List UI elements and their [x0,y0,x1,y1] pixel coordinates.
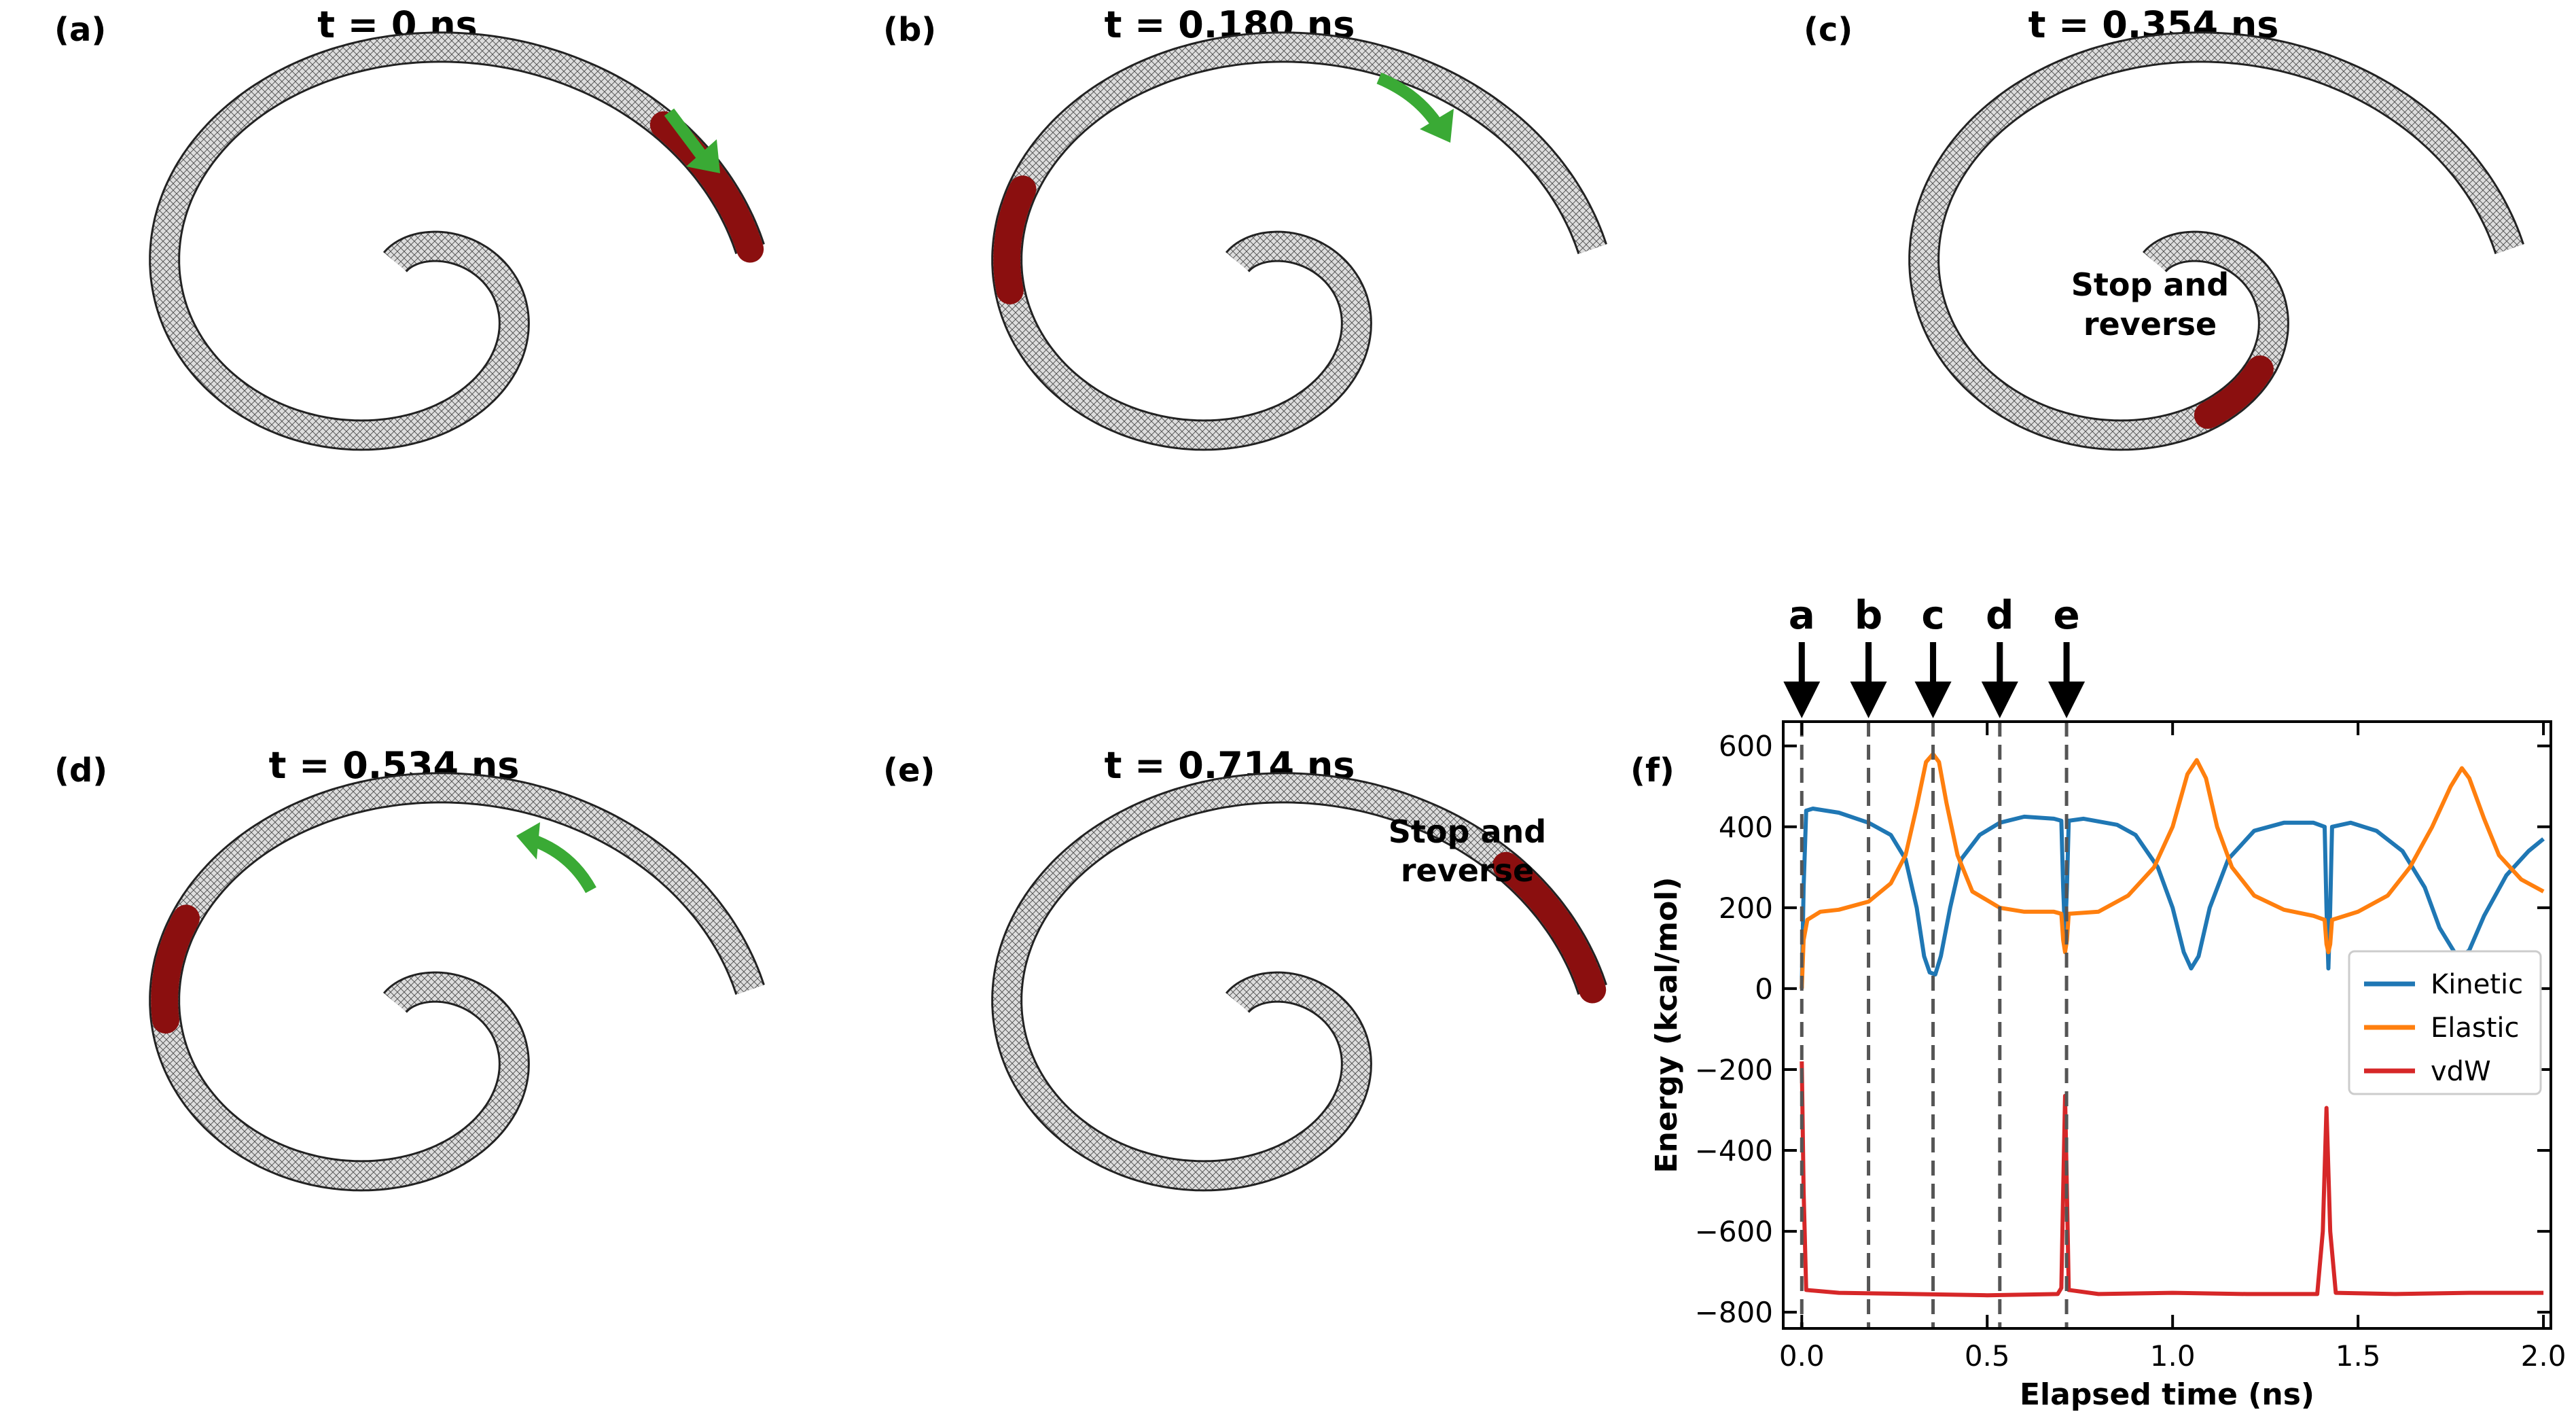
x-tick-label: 1.5 [2336,1339,2381,1373]
plot-frame [1782,720,2552,1330]
spiral-c [1908,31,2524,451]
moving-segment [649,111,764,263]
x-tick-label: 2.0 [2521,1339,2566,1373]
series-group [1800,752,2545,1298]
nanotube-mesh [993,774,1606,1190]
energy-chart: a b c d e 0.0 0.5 1.0 1.5 2.0 600 400 200 0 −200 −400 −6… [1649,592,2566,1412]
y-tick-label: −200 [1695,1053,1773,1087]
legend-label-elastic: Elastic [2431,1012,2520,1044]
moving-segment [1492,851,1607,1004]
series-line-vdw [1800,1061,2544,1298]
nanotube-mesh [993,33,1606,449]
arrowhead-icon [516,822,540,860]
spiral-b [991,31,1607,451]
marker-label-c: c [1921,592,1944,638]
panel-a-label: (a) [54,11,106,49]
moving-segment [151,904,200,1034]
y-tick-label: 400 [1719,811,1773,844]
y-tick-label: −600 [1695,1215,1773,1248]
legend-box [2348,950,2542,1095]
y-tick-label: 200 [1719,892,1773,925]
panel-e: (e) t = 0.714 ns Stop and reverse [883,744,1607,1192]
x-axis-label: Elapsed time (ns) [2020,1377,2314,1412]
spiral-d [149,772,765,1192]
legend-label-kinetic: Kinetic [2431,969,2523,1000]
stop-reverse-line2: reverse [2083,306,2217,342]
panel-d-label: (d) [54,752,107,790]
y-tick-label: 0 [1755,972,1773,1006]
x-tick-label: 1.0 [2150,1339,2196,1373]
series-line-elastic [1800,752,2545,989]
arrowhead-icon [1420,109,1454,143]
spiral-a [149,31,765,451]
nanotube-mesh [151,33,764,449]
panel-a: (a) t = 0 ns [54,3,765,451]
marker-label-d: d [1986,592,2014,638]
spiral-e [991,772,1607,1192]
panel-f-label: (f) [1630,752,1675,790]
direction-arrow-icon [528,833,596,894]
panel-c-label: (c) [1804,11,1853,49]
marker-label-a: a [1789,592,1815,638]
panel-d: (d) t = 0.534 ns [54,744,765,1192]
stop-reverse-line1: Stop and [1389,813,1546,850]
panel-b: (b) t = 0.180 ns [883,3,1607,451]
nanotube-shade [151,774,764,1190]
nanotube-mesh [1910,33,2523,449]
x-tick-label: 0.0 [1779,1339,1825,1373]
nanotube-shade [993,774,1606,1190]
y-tick-label: −400 [1695,1134,1773,1167]
stop-reverse-line1: Stop and [2071,266,2229,303]
panel-e-label: (e) [883,752,935,790]
stop-reverse-line2: reverse [1401,852,1534,889]
y-tick-label: −800 [1695,1296,1773,1329]
nanotube-shade [993,33,1606,449]
y-axis-label: Energy (kcal/mol) [1649,877,1684,1173]
panel-b-label: (b) [883,11,936,49]
series-line-kinetic [1800,807,2545,989]
moving-segment [993,175,1037,304]
legend-label-vdw: vdW [2431,1056,2491,1087]
panel-c: (c) t = 0.354 ns Stop and reverse [1804,3,2524,451]
nanotube-mesh [151,774,764,1190]
y-tick-label: 600 [1719,730,1773,763]
nanotube-shade [151,33,764,449]
x-tick-label: 0.5 [1965,1339,2010,1373]
arrowhead-icon [686,139,720,173]
legend: Kinetic Elastic vdW [2348,950,2542,1095]
panel-f: (f) a b c d e 0.0 0.5 1.0 1.5 2.0 600 400 200 0 −200 −4… [1630,592,2566,1412]
moving-segment [2194,355,2274,429]
marker-label-b: b [1855,592,1883,638]
nanotube-shade [1910,33,2523,449]
marker-label-e: e [2053,592,2079,638]
